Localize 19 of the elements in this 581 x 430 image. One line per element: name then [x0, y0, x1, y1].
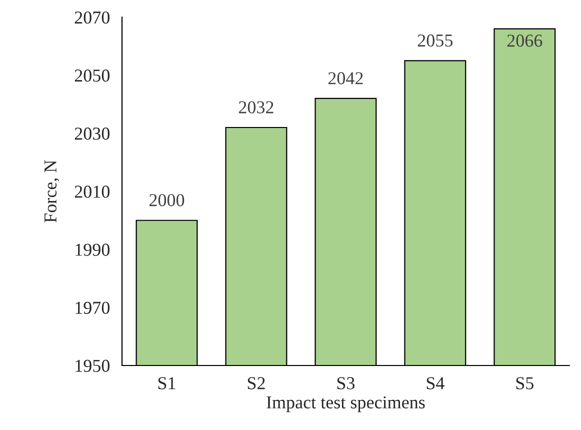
y-tick-label: 1970	[76, 302, 110, 314]
y-tick-label: 2070	[74, 11, 110, 24]
data-label: 2032	[238, 101, 274, 114]
data-label: 2066	[507, 34, 542, 47]
data-label: 2000	[149, 194, 184, 206]
x-tick-label: S4	[426, 377, 444, 390]
y-tick-label: 2050	[74, 70, 110, 82]
y-tick-label: 1950	[76, 360, 110, 372]
y-tick-label: 2030	[74, 128, 110, 140]
data-label: 2042	[328, 72, 363, 84]
data-label: 2055	[418, 34, 453, 47]
x-tick-label: S2	[248, 377, 265, 390]
x-tick-label: S3	[337, 377, 355, 390]
x-tick-label: S1	[158, 377, 176, 390]
x-tick-label: S5	[516, 377, 534, 390]
y-tick-label: 2010	[74, 186, 110, 198]
x-axis-title: Impact test specimens	[266, 396, 425, 412]
y-tick-label: 1990	[76, 244, 110, 256]
y-axis-title: Force, N	[44, 160, 60, 222]
